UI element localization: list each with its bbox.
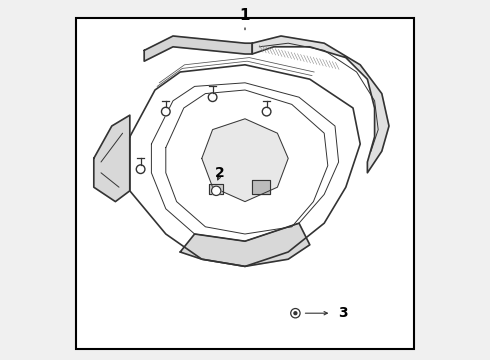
Circle shape bbox=[208, 93, 217, 102]
Circle shape bbox=[294, 312, 297, 315]
FancyBboxPatch shape bbox=[76, 18, 414, 349]
Text: 2: 2 bbox=[215, 166, 225, 180]
Circle shape bbox=[262, 107, 271, 116]
Polygon shape bbox=[130, 65, 360, 266]
Polygon shape bbox=[209, 184, 223, 194]
Polygon shape bbox=[144, 36, 252, 61]
Circle shape bbox=[291, 309, 300, 318]
Circle shape bbox=[136, 165, 145, 174]
Polygon shape bbox=[252, 36, 389, 173]
Circle shape bbox=[162, 107, 170, 116]
Polygon shape bbox=[202, 119, 288, 202]
Text: 1: 1 bbox=[240, 8, 250, 23]
Polygon shape bbox=[94, 115, 130, 202]
Text: 3: 3 bbox=[339, 306, 348, 320]
Polygon shape bbox=[252, 180, 270, 194]
Circle shape bbox=[212, 186, 221, 195]
Polygon shape bbox=[180, 223, 310, 266]
